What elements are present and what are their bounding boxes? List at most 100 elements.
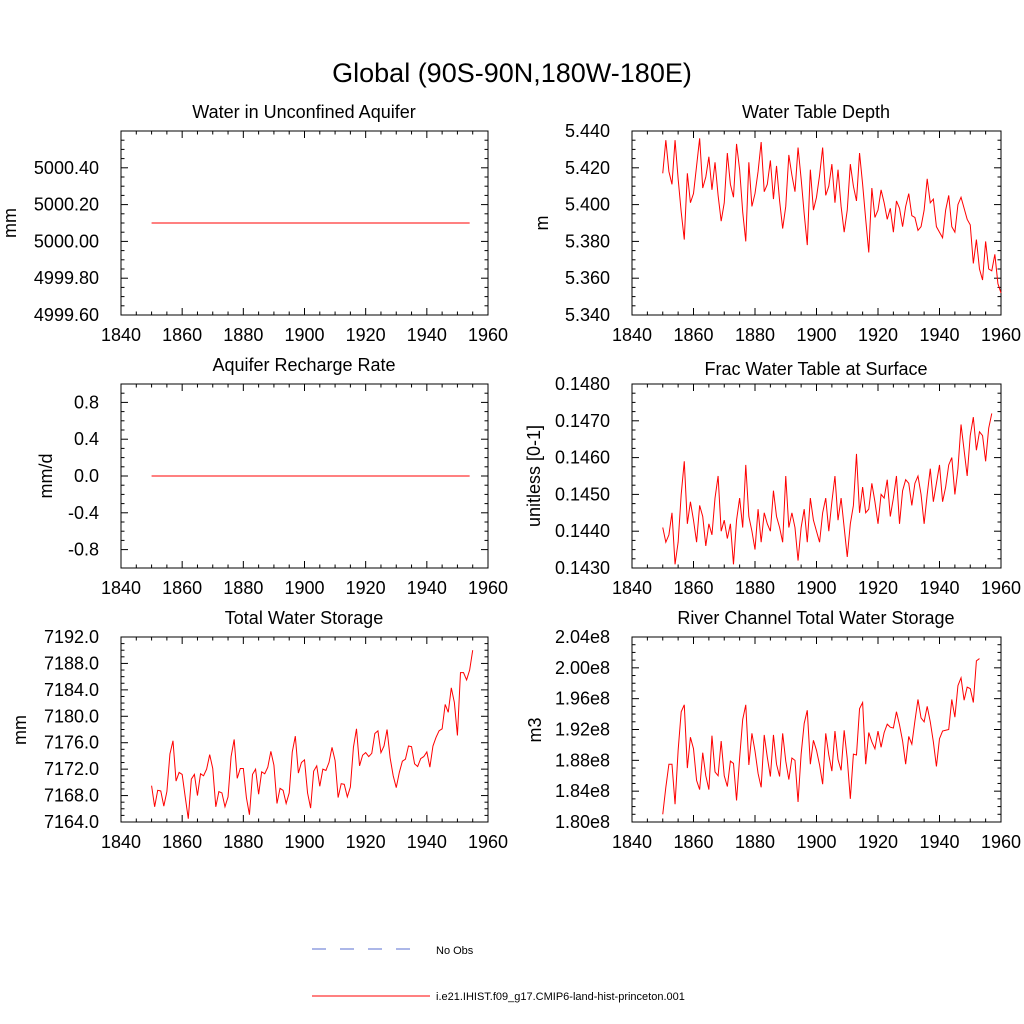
y-tick-label: 0.4 xyxy=(74,429,99,449)
plot-area: 1840 1860 1880 1900 1920 1940 1960 -0.8 -0.4 0.0 0… xyxy=(68,383,508,598)
y-tick-label: -0.4 xyxy=(68,503,99,523)
y-axis-label: mm xyxy=(0,208,20,238)
plot-area: 1840 1860 1880 1900 1920 1940 1960 4999.60 4999.… xyxy=(34,130,508,345)
y-tick-label: 5.440 xyxy=(565,121,610,141)
y-axis-label: mm xyxy=(10,715,30,745)
x-tick-label: 1900 xyxy=(284,832,324,852)
legend-label-simulation: i.e21.IHIST.f09_g17.CMIP6-land-hist-prin… xyxy=(436,991,685,1003)
panel-title: Frac Water Table at Surface xyxy=(704,359,927,379)
y-tick-label: -0.8 xyxy=(68,540,99,560)
panel-title: Aquifer Recharge Rate xyxy=(212,355,395,375)
y-tick-label: 5.380 xyxy=(565,231,610,251)
x-tick-label: 1840 xyxy=(612,832,652,852)
y-tick-label: 5000.20 xyxy=(34,195,99,215)
x-tick-label: 1960 xyxy=(981,325,1021,345)
y-axis-label: mm/d xyxy=(36,454,56,499)
y-tick-label: 4999.60 xyxy=(34,305,99,325)
x-tick-label: 1940 xyxy=(919,325,959,345)
x-tick-label: 1900 xyxy=(796,325,836,345)
x-tick-label: 1860 xyxy=(162,578,202,598)
y-tick-label: 0.1430 xyxy=(555,558,610,578)
x-tick-label: 1880 xyxy=(735,325,775,345)
x-tick-label: 1840 xyxy=(101,832,141,852)
x-tick-label: 1860 xyxy=(673,832,713,852)
x-tick-label: 1880 xyxy=(223,325,263,345)
y-tick-label: 7192.0 xyxy=(44,627,99,647)
series-line xyxy=(151,650,474,819)
y-tick-label: 0.1450 xyxy=(555,484,610,504)
x-tick-label: 1920 xyxy=(346,832,386,852)
y-axis-label: m xyxy=(532,216,552,231)
x-tick-label: 1920 xyxy=(346,325,386,345)
x-tick-label: 1840 xyxy=(101,578,141,598)
x-tick-label: 1880 xyxy=(223,578,263,598)
plot-area: 1840 1860 1880 1900 1920 1940 1960 7164.0 7168.0… xyxy=(44,627,508,852)
x-tick-label: 1860 xyxy=(673,578,713,598)
x-tick-label: 1840 xyxy=(101,325,141,345)
x-tick-label: 1940 xyxy=(919,578,959,598)
y-tick-label: 1.84e8 xyxy=(555,781,610,801)
y-tick-label: 1.88e8 xyxy=(555,750,610,770)
plot-area: 1840 1860 1880 1900 1920 1940 1960 1.80e8 1.84e8… xyxy=(555,627,1021,852)
series-line xyxy=(662,658,980,815)
x-tick-label: 1900 xyxy=(796,578,836,598)
plot-area: 1840 1860 1880 1900 1920 1940 1960 0.1430 0.1440… xyxy=(555,374,1021,598)
x-tick-label: 1960 xyxy=(981,832,1021,852)
x-tick-label: 1960 xyxy=(468,832,508,852)
y-tick-label: 7164.0 xyxy=(44,812,99,832)
y-tick-label: 4999.80 xyxy=(34,268,99,288)
panel-unconfined-aquifer: Water in Unconfined Aquifer mm 1840 1860 1… xyxy=(0,102,508,345)
x-tick-label: 1860 xyxy=(162,832,202,852)
x-tick-label: 1920 xyxy=(858,325,898,345)
y-tick-label: 7184.0 xyxy=(44,680,99,700)
x-tick-label: 1900 xyxy=(796,832,836,852)
y-tick-label: 2.00e8 xyxy=(555,658,610,678)
x-tick-label: 1880 xyxy=(223,832,263,852)
y-tick-label: 1.80e8 xyxy=(555,812,610,832)
x-tick-label: 1940 xyxy=(407,325,447,345)
y-tick-label: 5000.00 xyxy=(34,231,99,251)
x-tick-label: 1860 xyxy=(162,325,202,345)
x-tick-label: 1920 xyxy=(858,578,898,598)
plot-frame xyxy=(631,130,1002,316)
y-tick-label: 5.400 xyxy=(565,195,610,215)
panel-title: Water Table Depth xyxy=(742,102,890,122)
plot-frame xyxy=(631,636,1002,823)
y-tick-label: 5.340 xyxy=(565,305,610,325)
legend: No Obs i.e21.IHIST.f09_g17.CMIP6-land-hi… xyxy=(312,945,685,1003)
y-tick-label: 0.1470 xyxy=(555,411,610,431)
x-tick-label: 1880 xyxy=(735,832,775,852)
x-tick-label: 1900 xyxy=(284,325,324,345)
x-tick-label: 1940 xyxy=(919,832,959,852)
legend-label-no-obs: No Obs xyxy=(436,945,474,957)
series-line xyxy=(662,413,993,565)
x-tick-label: 1960 xyxy=(468,578,508,598)
x-tick-label: 1920 xyxy=(346,578,386,598)
panel-title: Water in Unconfined Aquifer xyxy=(192,102,415,122)
x-tick-label: 1920 xyxy=(858,832,898,852)
x-tick-label: 1940 xyxy=(407,832,447,852)
y-axis-label: unitless [0-1] xyxy=(524,425,544,527)
y-tick-label: 0.0 xyxy=(74,466,99,486)
y-tick-label: 0.1460 xyxy=(555,448,610,468)
x-tick-label: 1960 xyxy=(468,325,508,345)
x-tick-label: 1860 xyxy=(673,325,713,345)
plot-frame xyxy=(631,383,1002,569)
x-tick-label: 1840 xyxy=(612,325,652,345)
y-tick-label: 5000.40 xyxy=(34,158,99,178)
x-tick-label: 1900 xyxy=(284,578,324,598)
y-tick-label: 5.360 xyxy=(565,268,610,288)
panel-water-table-depth: Water Table Depth m 1840 1860 1880 1900 1920… xyxy=(532,102,1021,345)
panel-aquifer-recharge-rate: Aquifer Recharge Rate mm/d 1840 1860 1880 1… xyxy=(36,355,508,598)
x-tick-label: 1840 xyxy=(612,578,652,598)
y-tick-label: 7188.0 xyxy=(44,653,99,673)
x-tick-label: 1940 xyxy=(407,578,447,598)
y-tick-label: 7172.0 xyxy=(44,759,99,779)
y-tick-label: 2.04e8 xyxy=(555,627,610,647)
y-tick-label: 0.8 xyxy=(74,392,99,412)
y-tick-label: 0.1480 xyxy=(555,374,610,394)
panel-river-channel-storage: River Channel Total Water Storage m3 184… xyxy=(525,608,1021,852)
panel-frac-water-table: Frac Water Table at Surface unitless [0-… xyxy=(524,359,1021,598)
y-tick-label: 5.420 xyxy=(565,158,610,178)
x-tick-label: 1960 xyxy=(981,578,1021,598)
